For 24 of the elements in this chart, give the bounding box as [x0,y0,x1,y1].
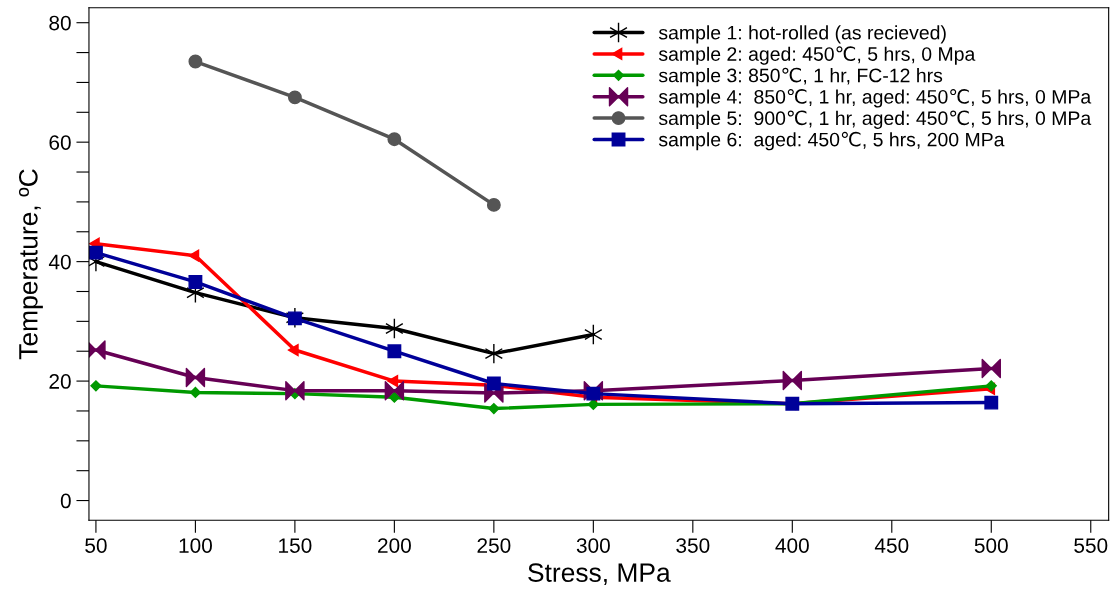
y-axis-title: Temperature, ºC [18,169,43,360]
legend-label: sample 3: 850℃, 1 hr, FC-12 hrs [658,67,943,87]
x-tick-label: 350 [676,538,710,553]
x-tick-label: 50 [85,538,107,553]
x-tick-label: 550 [1074,538,1108,553]
legend-label: sample 5: 900℃, 1 hr, aged: 450℃, 5 hrs, 0 MPa [658,110,1092,129]
y-tick-label: 20 [49,374,71,389]
y-tick-label: 80 [49,15,71,31]
x-tick-label: 300 [576,538,610,553]
x-tick-label: 100 [179,538,212,553]
x-tick-label: 400 [775,538,809,553]
y-tick-label: 0 [60,493,71,509]
x-tick-label: 150 [279,538,312,553]
y-tick-label: 40 [48,254,71,270]
legend-label: sample 4: 850℃, 1 hr, aged: 450℃, 5 hrs, 0 MPa [658,89,1092,108]
x-tick-label: 250 [477,538,511,553]
legend-label: sample 6: aged: 450℃, 5 hrs, 200 MPa [658,131,1005,151]
x-tick-label: 450 [874,538,909,553]
x-tick-label: 200 [378,538,411,553]
x-tick-label: 500 [974,538,1008,553]
y-tick-label: 60 [49,135,71,150]
legend-label: sample 1: hot-rolled (as recieved) [658,25,946,44]
legend-label: sample 2: aged: 450℃, 5 hrs, 0 Mpa [658,46,976,65]
x-axis-title: Stress, MPa [528,563,671,586]
